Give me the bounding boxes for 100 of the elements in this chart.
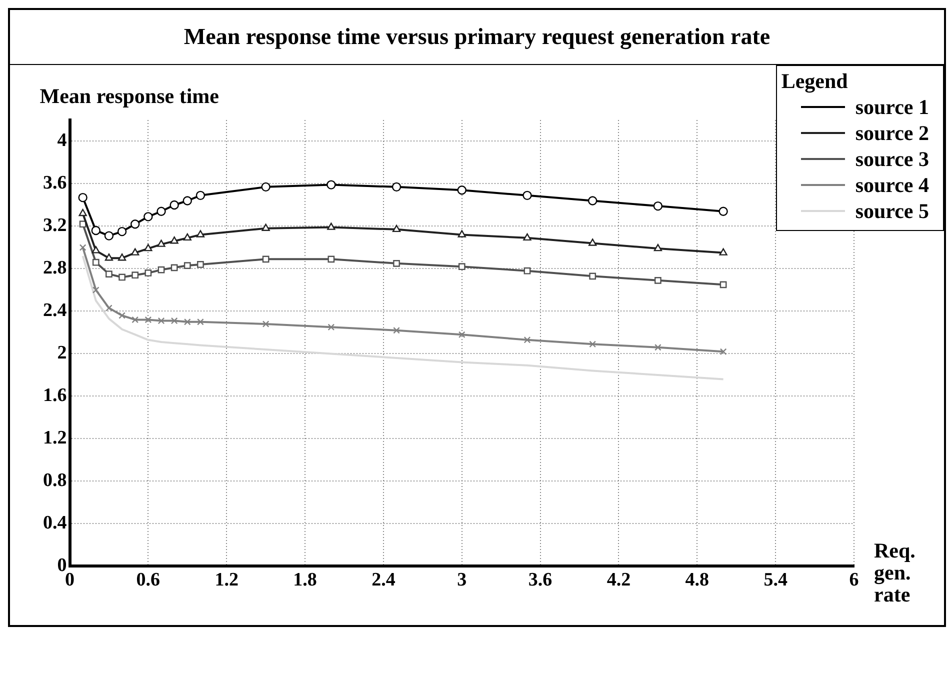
- point: [588, 196, 598, 206]
- point: [654, 344, 662, 351]
- point: [170, 264, 178, 272]
- point: [92, 246, 100, 254]
- point: [262, 256, 270, 263]
- y-tick-label: 2: [57, 342, 67, 364]
- point: [196, 230, 205, 238]
- point: [654, 244, 662, 252]
- x-tick-label: 5.4: [764, 570, 788, 591]
- y-tick-label: 0.4: [43, 512, 68, 534]
- y-tick-label: 2.4: [43, 300, 68, 322]
- point: [326, 180, 336, 190]
- point: [393, 326, 400, 334]
- legend-label: source 1: [855, 94, 929, 120]
- y-tick-label: 1.6: [43, 385, 67, 406]
- point: [458, 331, 466, 338]
- point: [92, 286, 100, 294]
- point: [132, 272, 139, 279]
- point: [393, 260, 400, 267]
- point: [523, 233, 532, 241]
- legend-label: source 4: [855, 172, 929, 198]
- point: [79, 220, 86, 228]
- point: [144, 316, 152, 324]
- point: [170, 317, 178, 324]
- point: [457, 186, 466, 195]
- x-tick-label: 6: [849, 570, 859, 591]
- point: [718, 206, 728, 216]
- point: [654, 276, 662, 284]
- y-tick-label: 3.2: [43, 215, 67, 236]
- point: [131, 248, 140, 256]
- point: [184, 262, 191, 269]
- x-tick-label: 4.2: [606, 570, 631, 591]
- x-tick-label: 3: [457, 570, 467, 591]
- point: [653, 201, 663, 211]
- point: [118, 274, 126, 281]
- legend-title: Legend: [781, 68, 849, 94]
- legend-label: source 5: [855, 198, 929, 224]
- point: [144, 270, 152, 276]
- point: [720, 281, 727, 288]
- point: [719, 248, 728, 256]
- point: [91, 226, 100, 236]
- point: [170, 236, 178, 244]
- point: [132, 316, 139, 324]
- point: [262, 224, 270, 231]
- point: [392, 182, 402, 192]
- point: [182, 196, 192, 206]
- point: [522, 190, 532, 200]
- point: [118, 312, 126, 319]
- point: [458, 263, 466, 270]
- point: [262, 320, 270, 328]
- x-tick-label: 4.8: [685, 570, 710, 591]
- point: [170, 200, 179, 210]
- x-tick-label: 0.6: [136, 570, 160, 591]
- point: [118, 254, 126, 261]
- point: [392, 224, 401, 232]
- point: [78, 208, 87, 216]
- point: [183, 233, 192, 241]
- x-tick-label: 3.6: [528, 570, 552, 591]
- x-axis-title: Req. gen. rate: [874, 538, 916, 607]
- point: [144, 244, 152, 252]
- point: [328, 256, 335, 263]
- point: [144, 212, 153, 222]
- y-tick-label: 1.2: [43, 428, 67, 449]
- y-tick-label: 2.8: [43, 258, 67, 279]
- point: [588, 238, 597, 246]
- point: [184, 318, 191, 326]
- point: [720, 348, 727, 356]
- point: [328, 324, 335, 331]
- point: [78, 192, 88, 202]
- point: [327, 222, 336, 230]
- point: [104, 231, 114, 240]
- point: [79, 244, 86, 251]
- y-tick-label: 0.8: [43, 470, 67, 492]
- point: [106, 304, 112, 312]
- legend-label: source 3: [855, 146, 929, 172]
- x-tick-label: 1.8: [293, 570, 317, 591]
- point: [261, 182, 270, 192]
- point: [458, 230, 466, 238]
- point: [524, 267, 531, 274]
- point: [197, 318, 204, 326]
- legend-label: source 2: [855, 120, 929, 146]
- point: [157, 240, 166, 247]
- x-tick-label: 1.2: [214, 570, 238, 591]
- point: [197, 261, 204, 268]
- point: [117, 226, 127, 236]
- y-tick-label: 0: [57, 555, 67, 576]
- point: [158, 266, 165, 274]
- y-tick-label: 4: [57, 130, 68, 152]
- y-tick-label: 3.6: [43, 172, 67, 194]
- point: [104, 254, 114, 261]
- point: [106, 270, 112, 278]
- point: [589, 272, 596, 280]
- point: [130, 220, 140, 229]
- point: [156, 206, 166, 216]
- point: [196, 190, 206, 200]
- y-axis-title: Mean response time: [40, 84, 219, 108]
- point: [158, 317, 165, 324]
- x-tick-label: 2.4: [372, 570, 396, 591]
- chart-title: Mean response time versus primary request generation rate: [10, 10, 944, 65]
- point: [524, 336, 531, 344]
